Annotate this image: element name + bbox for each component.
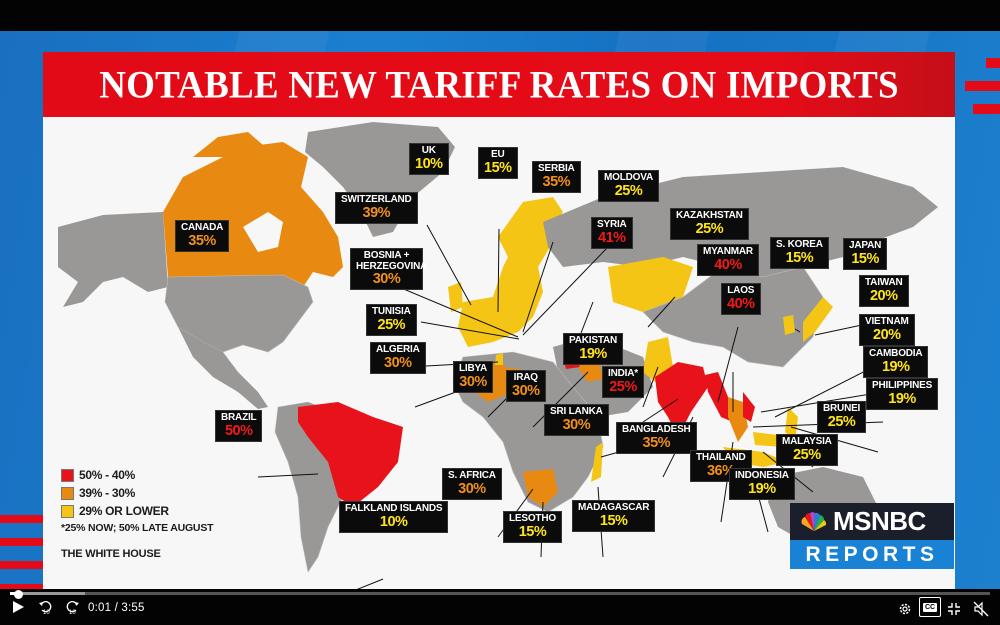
time-separator: / <box>114 602 118 614</box>
progress-scrubber[interactable] <box>14 590 23 599</box>
legend-item-low: 29% OR LOWER <box>61 502 213 520</box>
logo-brand: MSNBC <box>833 506 926 536</box>
country-label-madagascar: MADAGASCAR 15% <box>572 500 656 532</box>
graphic-title: NOTABLE NEW TARIFF RATES ON IMPORTS <box>99 63 899 108</box>
letterbox-top <box>0 0 1000 31</box>
play-button[interactable] <box>12 600 25 614</box>
svg-text:10: 10 <box>43 610 50 615</box>
country-label-myanmar: MYANMAR 40% <box>697 244 759 276</box>
exit-fullscreen-icon <box>948 603 960 615</box>
progress-bar[interactable] <box>10 592 990 595</box>
country-label-tunisia: TUNISIA 25% <box>366 304 417 336</box>
gear-icon <box>899 603 911 615</box>
settings-button[interactable] <box>898 602 912 616</box>
mute-button[interactable] <box>973 601 989 617</box>
country-label-sri-lanka: SRI LANKA 30% <box>544 404 609 436</box>
country-label-bosnia-herzegovina: BOSNIA + HERZEGOVINA 30% <box>350 248 427 291</box>
msnbc-reports-logo: MSNBC REPORTS <box>790 503 954 569</box>
rewind-10-icon: 10 <box>39 601 52 615</box>
country-label-indonesia: INDONESIA 19% <box>729 468 795 500</box>
country-label-pakistan: PAKISTAN 19% <box>563 333 624 365</box>
country-label-moldova: MOLDOVA 25% <box>598 170 659 202</box>
logo-show-name: REPORTS <box>790 540 954 569</box>
country-label-vietnam: VIETNAM 20% <box>859 314 915 346</box>
country-label-laos: LAOS 40% <box>721 283 761 315</box>
country-label-taiwan: TAIWAN 20% <box>859 275 909 307</box>
cc-icon: CC <box>922 602 938 612</box>
country-label-japan: JAPAN 15% <box>843 238 888 270</box>
country-label-iraq: IRAQ 30% <box>506 370 546 402</box>
svg-text:10: 10 <box>69 610 76 615</box>
legend-swatch-orange <box>61 486 74 500</box>
logo-top: MSNBC <box>790 503 954 540</box>
country-label-cambodia: CAMBODIA 19% <box>863 346 929 378</box>
country-label-switzerland: SWITZERLAND 39% <box>335 192 418 224</box>
peacock-icon <box>801 511 827 531</box>
country-label-canada: CANADA 35% <box>175 220 230 252</box>
decorative-stripes-left <box>0 515 43 589</box>
country-label-kazakhstan: KAZAKHSTAN 25% <box>670 208 749 240</box>
country-label-malaysia: MALAYSIA 25% <box>776 434 838 466</box>
muted-speaker-icon <box>973 601 989 617</box>
country-label-algeria: ALGERIA 30% <box>370 342 426 374</box>
country-label-eu: EU 15% <box>478 147 518 179</box>
country-label-serbia: SERBIA 35% <box>532 161 581 193</box>
legend-item-mid: 39% - 30% <box>61 484 213 502</box>
duration: 3:55 <box>121 602 145 614</box>
country-label-philippines: PHILIPPINES 19% <box>866 378 939 410</box>
progress-buffer <box>10 592 85 595</box>
legend: 50% - 40% 39% - 30% 29% OR LOWER *25% NO… <box>61 466 214 560</box>
legend-footnote: *25% NOW; 50% LATE AUGUST <box>61 522 214 534</box>
title-bar: NOTABLE NEW TARIFF RATES ON IMPORTS <box>43 52 955 117</box>
country-label-south-korea: S. KOREA 15% <box>770 237 829 269</box>
country-label-brazil: BRAZIL 50% <box>215 410 263 442</box>
legend-swatch-red <box>61 468 74 482</box>
graphic-panel: NOTABLE NEW TARIFF RATES ON IMPORTS <box>43 52 955 589</box>
country-label-lesotho: LESOTHO 15% <box>503 511 562 543</box>
time-display: 0:01 / 3:55 <box>88 602 145 614</box>
country-label-uk: UK 10% <box>409 143 449 175</box>
rewind-10-button[interactable]: 10 <box>38 599 54 615</box>
country-label-syria: SYRIA 41% <box>591 217 633 249</box>
forward-10-button[interactable]: 10 <box>64 599 80 615</box>
country-label-brunei: BRUNEI 25% <box>817 401 867 433</box>
forward-10-icon: 10 <box>66 601 79 615</box>
country-label-south-africa: S. AFRICA 30% <box>442 468 502 500</box>
country-label-india: INDIA* 25% <box>602 366 644 398</box>
legend-item-high: 50% - 40% <box>61 466 213 484</box>
country-label-bangladesh: BANGLADESH 35% <box>616 422 697 454</box>
country-label-falkland-islands: FALKLAND ISLANDS 10% <box>339 501 449 533</box>
captions-button[interactable]: CC <box>919 597 941 617</box>
country-label-libya: LIBYA 30% <box>453 361 494 393</box>
video-controls: 10 10 0:01 / 3:55 CC <box>0 589 1000 625</box>
source-credit: THE WHITE HOUSE <box>61 548 161 560</box>
current-time: 0:01 <box>88 602 112 614</box>
exit-fullscreen-button[interactable] <box>947 602 961 616</box>
play-icon <box>13 601 24 613</box>
legend-swatch-yellow <box>61 504 74 518</box>
